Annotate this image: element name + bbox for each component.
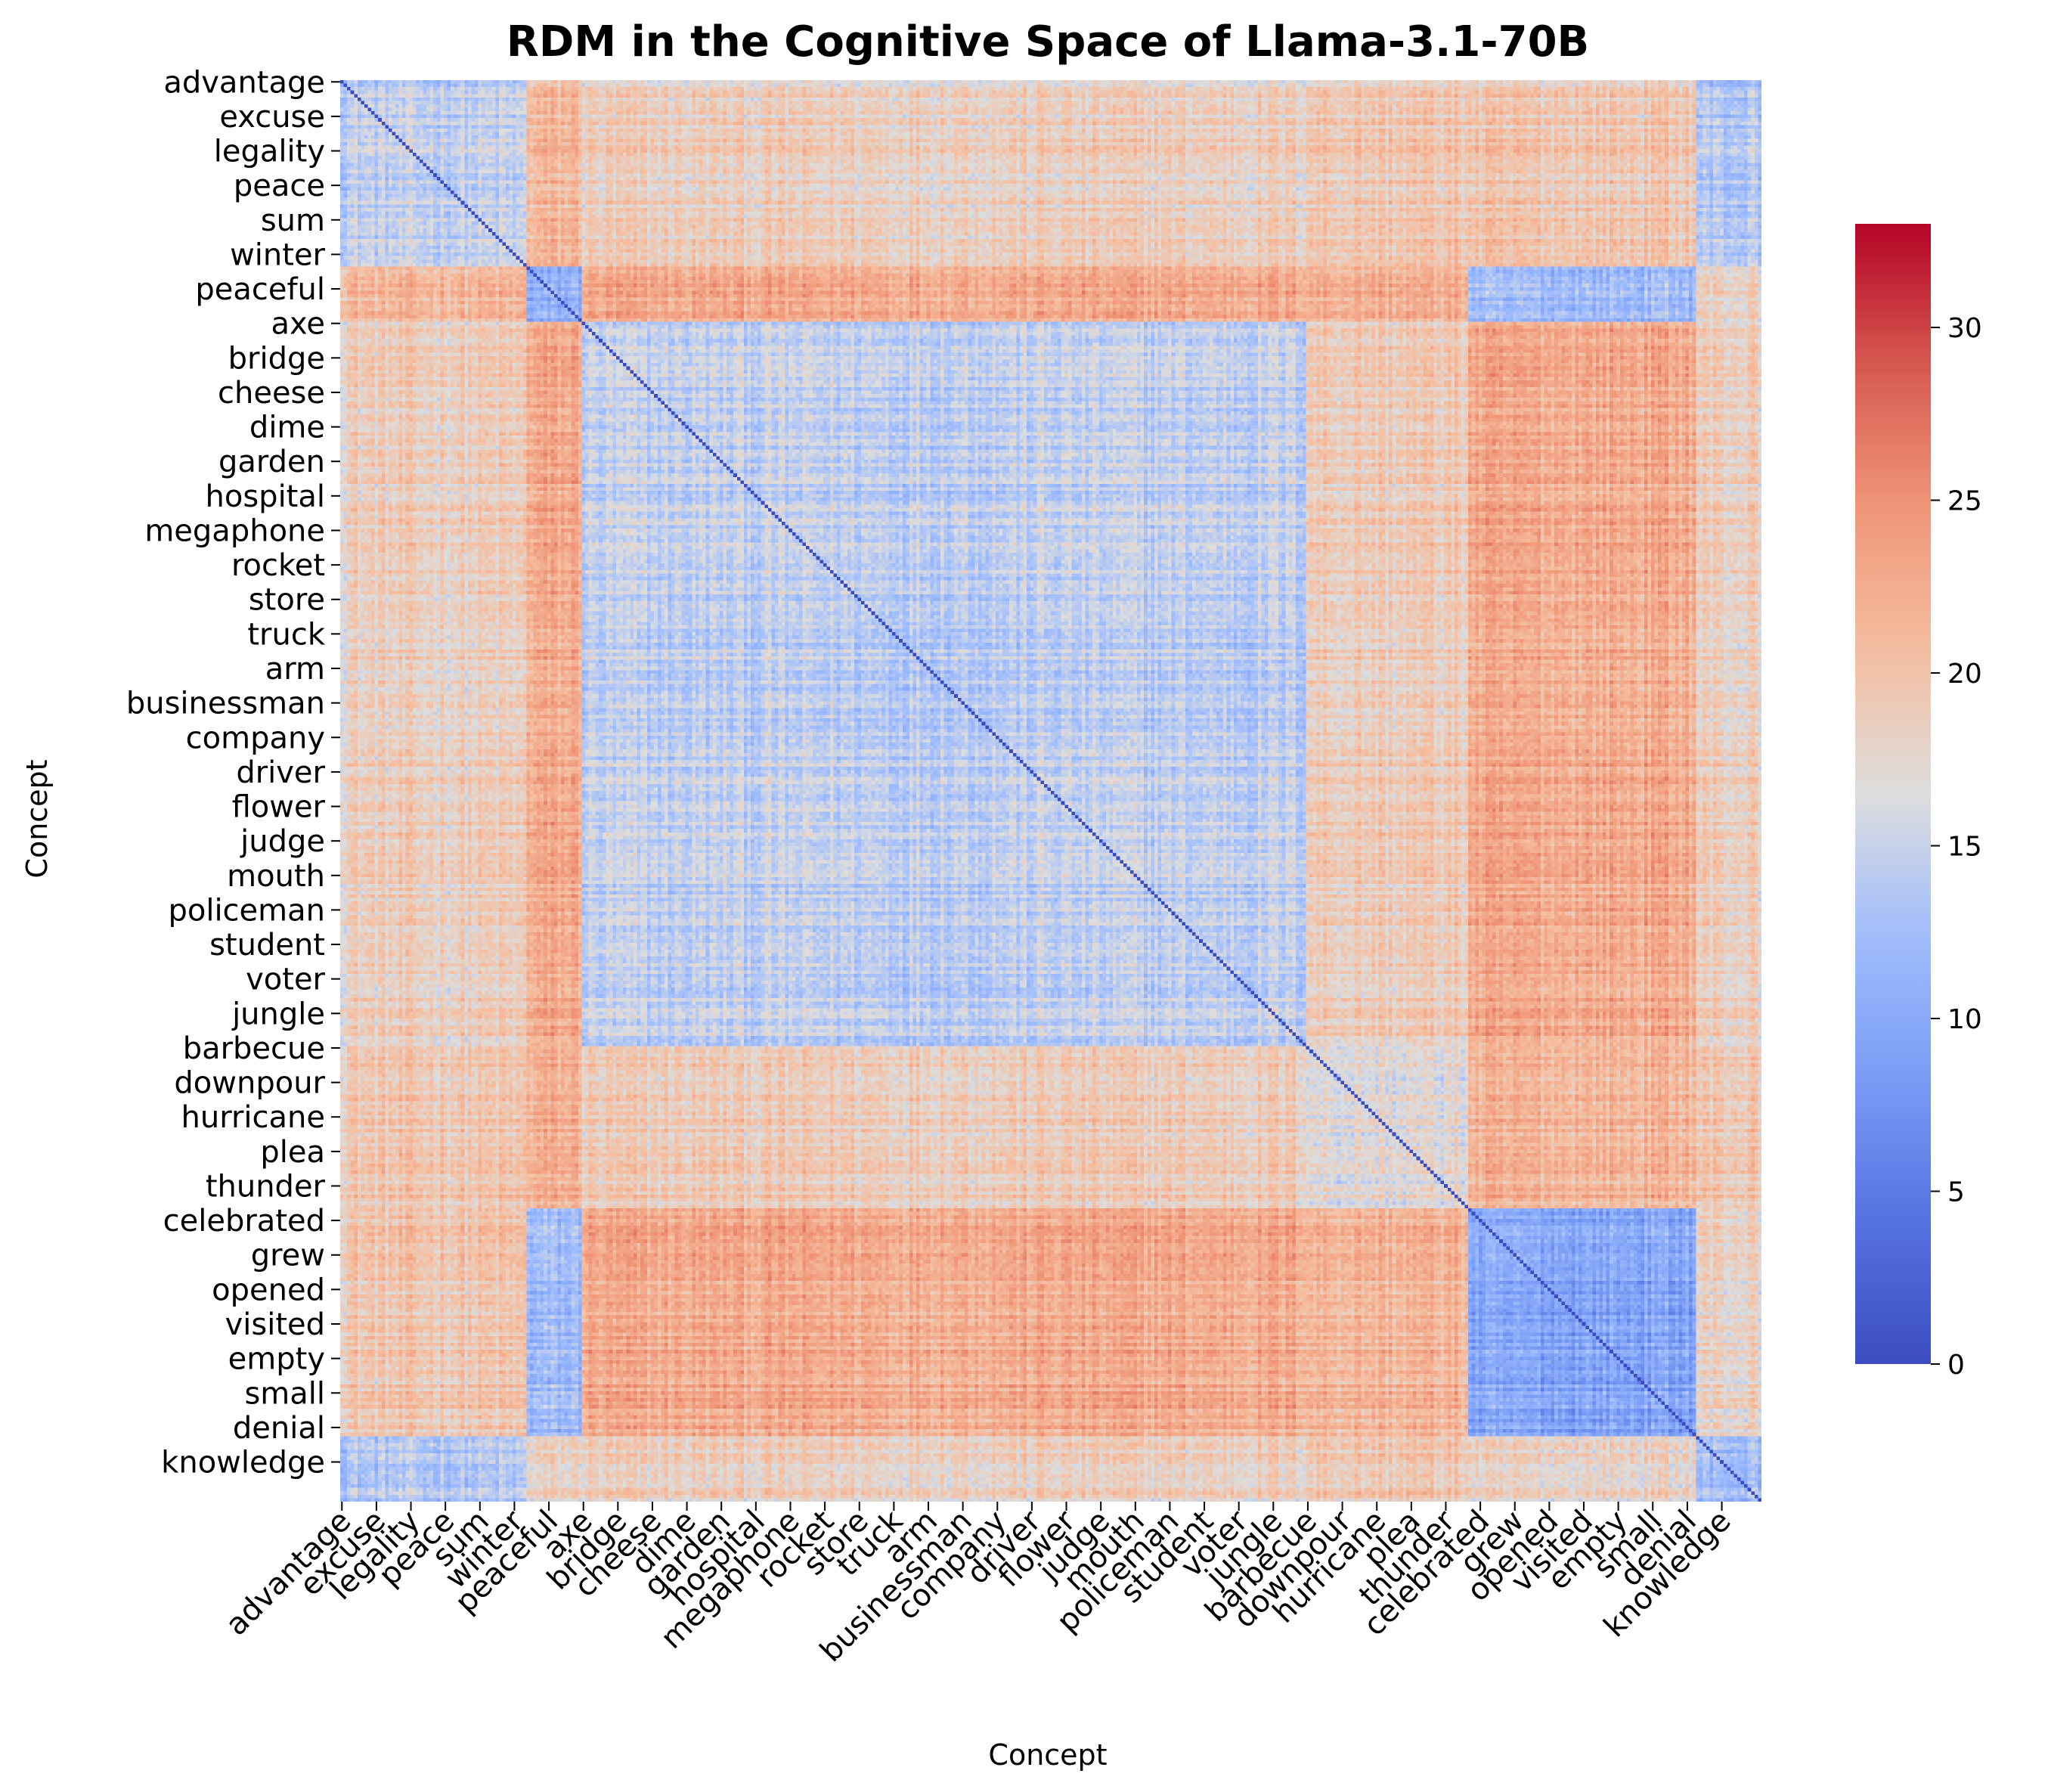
- y-tick-label: truck: [247, 617, 325, 652]
- colorbar-tick-label: 5: [1947, 1177, 1965, 1208]
- y-tick-label: axe: [271, 307, 325, 342]
- y-tick-label: barbecue: [183, 1031, 325, 1066]
- colorbar-tick-label: 0: [1947, 1350, 1965, 1381]
- y-tick-label: rocket: [231, 548, 325, 583]
- colorbar-tick-label: 30: [1947, 313, 1982, 344]
- y-tick-label: judge: [240, 824, 325, 859]
- heatmap-image: [340, 80, 1761, 1502]
- y-tick-label: small: [244, 1376, 325, 1411]
- y-tick-label: sum: [261, 203, 325, 238]
- y-tick-label: thunder: [206, 1169, 326, 1204]
- y-tick-label: megaphone: [144, 513, 325, 548]
- y-tick-label: cheese: [218, 376, 325, 411]
- y-tick-label: company: [186, 721, 325, 755]
- y-tick-label: excuse: [219, 100, 325, 135]
- y-axis-ticks: advantageexcuselegalitypeacesumwinterpea…: [126, 65, 340, 1480]
- colorbar-tick-label: 10: [1947, 1004, 1982, 1035]
- y-tick-label: knowledge: [161, 1446, 325, 1480]
- y-tick-label: dime: [249, 411, 325, 445]
- colorbar-tick-label: 25: [1947, 486, 1982, 517]
- y-tick-label: student: [209, 928, 325, 963]
- y-tick-label: mouth: [227, 859, 325, 894]
- y-tick-label: flower: [232, 790, 326, 825]
- y-tick-label: hurricane: [181, 1100, 325, 1135]
- y-axis-label: Concept: [20, 759, 54, 878]
- colorbar-gradient: [1855, 224, 1931, 1364]
- y-tick-label: bridge: [228, 341, 325, 376]
- y-tick-label: downpour: [174, 1066, 325, 1101]
- colorbar-tick-label: 15: [1947, 832, 1982, 863]
- y-tick-label: celebrated: [163, 1204, 325, 1239]
- y-tick-label: advantage: [163, 65, 325, 100]
- y-tick-label: peace: [234, 169, 325, 203]
- y-tick-label: grew: [251, 1239, 325, 1273]
- heatmap-cells: [340, 80, 1761, 1502]
- x-axis-ticks: advantageexcuselegalitypeacesumwinterpea…: [219, 1502, 1738, 1669]
- x-axis-label: Concept: [988, 1738, 1107, 1772]
- y-tick-label: peaceful: [195, 272, 325, 307]
- y-tick-label: policeman: [168, 893, 325, 928]
- y-tick-label: jungle: [231, 997, 325, 1031]
- y-tick-label: empty: [228, 1342, 325, 1377]
- y-tick-label: garden: [218, 445, 325, 479]
- colorbar: 0 5 10 15 20 25 30: [1855, 224, 1982, 1381]
- y-tick-label: voter: [246, 963, 325, 997]
- y-tick-label: denial: [233, 1411, 325, 1446]
- y-tick-label: arm: [265, 652, 325, 687]
- chart-title: RDM in the Cognitive Space of Llama-3.1-…: [507, 17, 1589, 67]
- y-tick-label: hospital: [206, 479, 325, 514]
- y-tick-label: legality: [214, 135, 325, 169]
- y-tick-label: store: [249, 583, 325, 618]
- y-tick-label: plea: [260, 1135, 325, 1170]
- y-tick-label: opened: [212, 1273, 325, 1307]
- colorbar-tick-label: 20: [1947, 659, 1982, 690]
- y-tick-label: visited: [225, 1307, 325, 1342]
- y-tick-label: driver: [236, 755, 325, 790]
- y-tick-label: winter: [230, 237, 325, 272]
- y-tick-label: businessman: [126, 687, 325, 721]
